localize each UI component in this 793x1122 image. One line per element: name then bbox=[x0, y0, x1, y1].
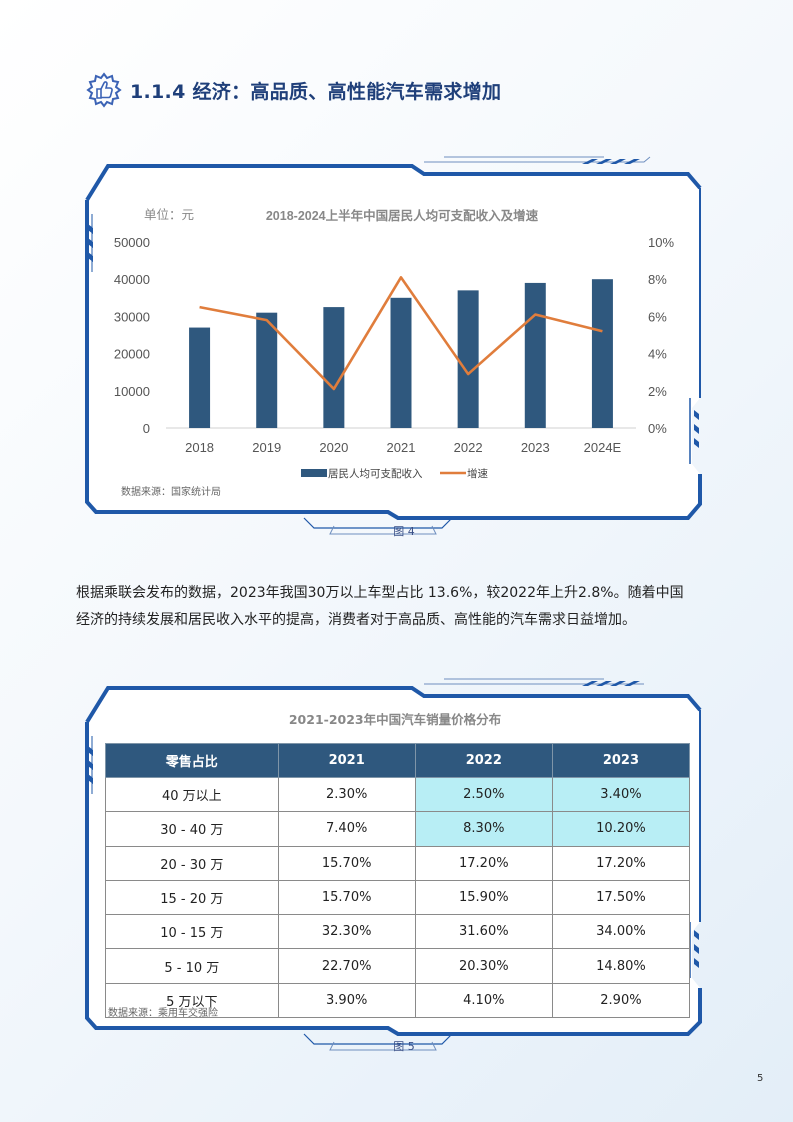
table-row: 30 - 40 万 7.40% 8.30% 10.20% bbox=[105, 811, 691, 847]
table-header: 2022 bbox=[414, 743, 553, 778]
y-left-tick-label: 30000 bbox=[114, 309, 150, 324]
thumbs-up-gear-icon bbox=[86, 72, 122, 108]
x-tick-label: 2018 bbox=[185, 440, 214, 455]
income-bar bbox=[323, 307, 345, 428]
y-left-tick-label: 10000 bbox=[114, 384, 150, 399]
table-header-row: 零售占比 2021 2022 2023 bbox=[105, 743, 691, 778]
table-cell: 17.20% bbox=[551, 845, 691, 881]
table-title: 2021-2023年中国汽车销量价格分布 bbox=[288, 712, 502, 727]
y-left-tick-label: 0 bbox=[143, 421, 150, 436]
chart-source: 数据来源：国家统计局 bbox=[121, 487, 221, 498]
table-source: 数据来源：乘用车交强险 bbox=[108, 1008, 218, 1019]
table-cell-highlight: 3.40% bbox=[551, 776, 691, 813]
y-left-tick-label: 50000 bbox=[114, 235, 150, 250]
table-row: 5 万以下 3.90% 4.10% 2.90% bbox=[105, 982, 691, 1019]
table-cell: 34.00% bbox=[551, 914, 691, 950]
income-bar bbox=[591, 279, 613, 428]
legend-label-income: 居民人均可支配收入 bbox=[328, 467, 423, 480]
y-right-tick-label: 2% bbox=[648, 384, 667, 399]
chart-card: 单位：元 2018-2024上半年中国居民人均可支配收入及增速 0 10000 2000… bbox=[84, 152, 706, 542]
table-cell: 3.90% bbox=[277, 982, 416, 1019]
figure-4-caption: 图 4 bbox=[393, 525, 415, 538]
y-left-tick-label: 20000 bbox=[114, 347, 150, 362]
table-cell: 40 万以上 bbox=[105, 776, 279, 813]
table-cell: 2.30% bbox=[277, 776, 416, 813]
table-cell: 4.10% bbox=[414, 982, 553, 1019]
table-row: 40 万以上 2.30% 2.50% 3.40% bbox=[105, 776, 691, 813]
table-row: 10 - 15 万 32.30% 31.60% 34.00% bbox=[105, 914, 691, 950]
table-cell: 17.50% bbox=[551, 879, 691, 916]
table-cell: 10 - 15 万 bbox=[105, 914, 279, 950]
x-tick-label: 2023 bbox=[521, 440, 550, 455]
table-cell: 5 - 10 万 bbox=[105, 948, 279, 984]
table-header: 2023 bbox=[551, 743, 691, 778]
table-cell: 22.70% bbox=[277, 948, 416, 984]
table-cell: 20.30% bbox=[414, 948, 553, 984]
table-cell: 14.80% bbox=[551, 948, 691, 984]
table-cell: 15.90% bbox=[414, 879, 553, 916]
table-cell: 15.70% bbox=[277, 879, 416, 916]
paragraph-line-1: 根据乘联会发布的数据，2023年我国30万以上车型占比 13.6%，较2022年… bbox=[76, 585, 684, 601]
income-bar bbox=[256, 312, 278, 428]
y-right-tick-label: 6% bbox=[648, 309, 667, 324]
chart-title: 2018-2024上半年中国居民人均可支配收入及增速 bbox=[266, 208, 539, 223]
table-cell: 30 - 40 万 bbox=[105, 811, 279, 847]
table-cell-highlight: 10.20% bbox=[551, 811, 691, 847]
table-cell: 17.20% bbox=[414, 845, 553, 881]
income-bar bbox=[457, 290, 479, 428]
income-bar bbox=[524, 282, 546, 428]
chart-unit-label: 单位：元 bbox=[144, 207, 194, 222]
x-tick-label: 2019 bbox=[252, 440, 281, 455]
growth-rate-line bbox=[199, 276, 603, 391]
x-tick-label: 2021 bbox=[387, 440, 416, 455]
paragraph-line-2: 经济的持续发展和居民收入水平的提高，消费者对于高品质、高性能的汽车需求日益增加。 bbox=[76, 612, 636, 628]
y-right-tick-label: 8% bbox=[648, 272, 667, 287]
y-right-tick-label: 10% bbox=[648, 235, 674, 250]
figure-5-caption: 图 5 bbox=[393, 1040, 415, 1053]
y-left-tick-label: 40000 bbox=[114, 272, 150, 287]
table-cell: 20 - 30 万 bbox=[105, 845, 279, 881]
table-row: 5 - 10 万 22.70% 20.30% 14.80% bbox=[105, 948, 691, 984]
x-tick-label: 2024E bbox=[584, 440, 622, 455]
income-chart: 单位：元 2018-2024上半年中国居民人均可支配收入及增速 0 10000 2000… bbox=[114, 207, 675, 480]
table-cell: 31.60% bbox=[414, 914, 553, 950]
table-row: 15 - 20 万 15.70% 15.90% 17.50% bbox=[105, 879, 691, 916]
table-cell: 15 - 20 万 bbox=[105, 879, 279, 916]
table-cell-highlight: 8.30% bbox=[414, 811, 553, 847]
table-cell: 5 万以下 bbox=[105, 982, 279, 1019]
x-tick-label: 2020 bbox=[319, 440, 348, 455]
table-card: 2021-2023年中国汽车销量价格分布 零售占比 2021 2022 2023… bbox=[84, 676, 706, 1058]
section-heading: 1.1.4 经济：高品质、高性能汽车需求增加 bbox=[86, 72, 501, 108]
table-row: 20 - 30 万 15.70% 17.20% 17.20% bbox=[105, 845, 691, 881]
legend-swatch-income bbox=[301, 469, 327, 477]
x-tick-label: 2022 bbox=[454, 440, 483, 455]
page-number: 5 bbox=[757, 1073, 764, 1084]
table-cell: 7.40% bbox=[277, 811, 416, 847]
table-cell-highlight: 2.50% bbox=[414, 776, 553, 813]
y-right-tick-label: 0% bbox=[648, 421, 667, 436]
income-bar bbox=[189, 327, 211, 428]
table-header: 零售占比 bbox=[105, 743, 279, 778]
income-bar bbox=[390, 297, 412, 428]
legend-label-growth: 增速 bbox=[467, 467, 488, 480]
body-paragraph: 根据乘联会发布的数据，2023年我国30万以上车型占比 13.6%，较2022年… bbox=[76, 580, 716, 634]
table-cell: 2.90% bbox=[551, 982, 691, 1019]
table-cell: 15.70% bbox=[277, 845, 416, 881]
table-cell: 32.30% bbox=[277, 914, 416, 950]
y-right-tick-label: 4% bbox=[648, 347, 667, 362]
price-distribution-table: 零售占比 2021 2022 2023 40 万以上 2.30% 2.50% 3… bbox=[105, 743, 691, 1019]
table-header: 2021 bbox=[277, 743, 416, 778]
section-title: 1.1.4 经济：高品质、高性能汽车需求增加 bbox=[130, 80, 502, 103]
